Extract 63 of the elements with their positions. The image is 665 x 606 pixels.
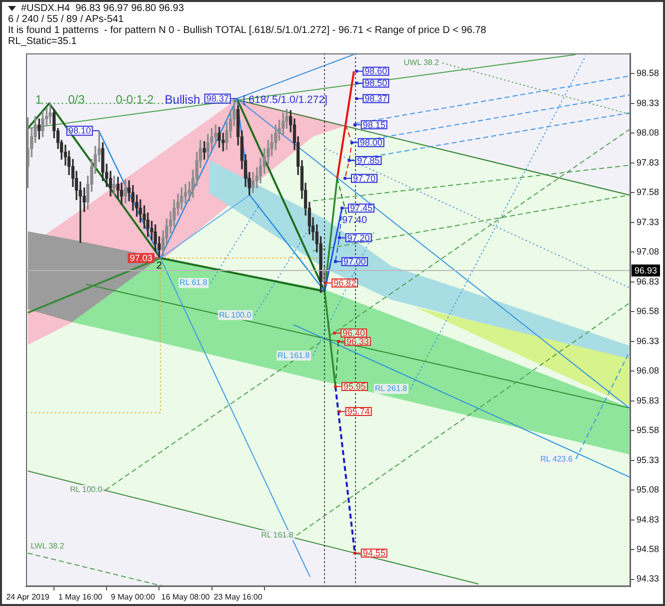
y-tick-label: 97.58: [636, 187, 660, 198]
annotation: Bullish: [164, 92, 200, 107]
y-tick-label: 98.33: [636, 98, 660, 108]
annotation: 0/3: [68, 92, 86, 107]
data-label: 96.33: [346, 336, 369, 346]
data-label: 98.50: [364, 78, 388, 88]
annotation: 2: [156, 260, 162, 272]
data-label: 98.00: [360, 138, 382, 148]
series-label: RL 423.6: [540, 454, 574, 464]
x-tick-label: 23 May 16:00: [214, 592, 263, 602]
series-label: RL 100.0: [219, 310, 252, 320]
series-label: LWL 38.2: [30, 541, 65, 550]
y-tick-label: 97.83: [636, 157, 660, 168]
series-label: RL 261.8: [374, 384, 408, 394]
text: It is found 1 patterns - for pattern N 0 - Bullish TOTAL [.618/.5/1.0/1.272] - 96.71 < Range of price D < 96.78: [8, 25, 486, 36]
chart-title: #USDX.H4 96.83 96.97 96.80 96.93: [21, 3, 184, 14]
annotation: 1: [35, 92, 42, 107]
y-tick-label: 94.58: [636, 544, 660, 554]
series-label: RL 100.0: [70, 485, 103, 494]
y-tick-label: 95.58: [636, 425, 660, 436]
data-label: 97.70: [352, 173, 376, 184]
chart-subtitle: 6 / 240 / 55 / 89 / APs-541: [8, 14, 124, 25]
x-tick-label: 9 May 00:00: [110, 592, 156, 602]
y-tick-label: 95.83: [636, 395, 660, 406]
data-label: 96.82: [334, 278, 356, 288]
annotation: 98.10: [68, 126, 91, 136]
ref-line-label: 96.93: [634, 265, 658, 276]
data-label: 94.55: [362, 548, 386, 558]
text: RL_Static=35.1: [8, 36, 77, 47]
y-tick-label: 98.58: [636, 68, 660, 78]
data-label: 97.20: [347, 232, 370, 243]
y-tick-label: 96.83: [636, 276, 660, 286]
y-tick-label: 97.33: [636, 216, 660, 227]
annotation: 98.37: [206, 94, 229, 104]
annotation: 97.40: [342, 215, 368, 226]
y-tick-label: 96.33: [636, 336, 660, 346]
series-label: RL 161.8: [278, 350, 310, 360]
data-label: 95.95: [343, 382, 366, 392]
y-tick-label: 95.33: [636, 454, 660, 465]
series-label: UWL 38.2: [404, 58, 440, 68]
y-tick-label: 96.08: [636, 366, 660, 376]
data-label: 98.60: [364, 66, 388, 76]
data-label: 97.85: [357, 155, 380, 166]
annotation: 0-0:1-2: [116, 92, 154, 107]
y-tick-label: 96.58: [636, 306, 660, 316]
y-tick-label: 98.08: [636, 128, 660, 138]
y-tick-label: 97.08: [636, 246, 660, 257]
series-label: RL 61.8: [180, 278, 208, 288]
x-tick-label: 16 May 08:00: [161, 592, 210, 602]
data-label: 97.00: [343, 256, 366, 267]
y-tick-label: 94.83: [636, 514, 660, 524]
annotation: [.618/.5/1.0/1.272]: [242, 94, 328, 106]
annotation: 97.03: [130, 253, 152, 264]
data-label: 98.37: [364, 94, 388, 104]
x-tick-label: 24 Apr 2019: [6, 592, 50, 602]
y-tick-label: 95.08: [636, 484, 660, 495]
data-label: 96.40: [342, 328, 366, 338]
y-tick-label: 94.33: [636, 574, 660, 584]
data-label: 97.45: [350, 203, 373, 214]
data-label: 95.74: [347, 406, 370, 416]
data-label: 98.15: [362, 120, 386, 130]
series-label: RL 161.8: [261, 530, 294, 540]
x-tick-label: 1 May 16:00: [58, 592, 103, 602]
